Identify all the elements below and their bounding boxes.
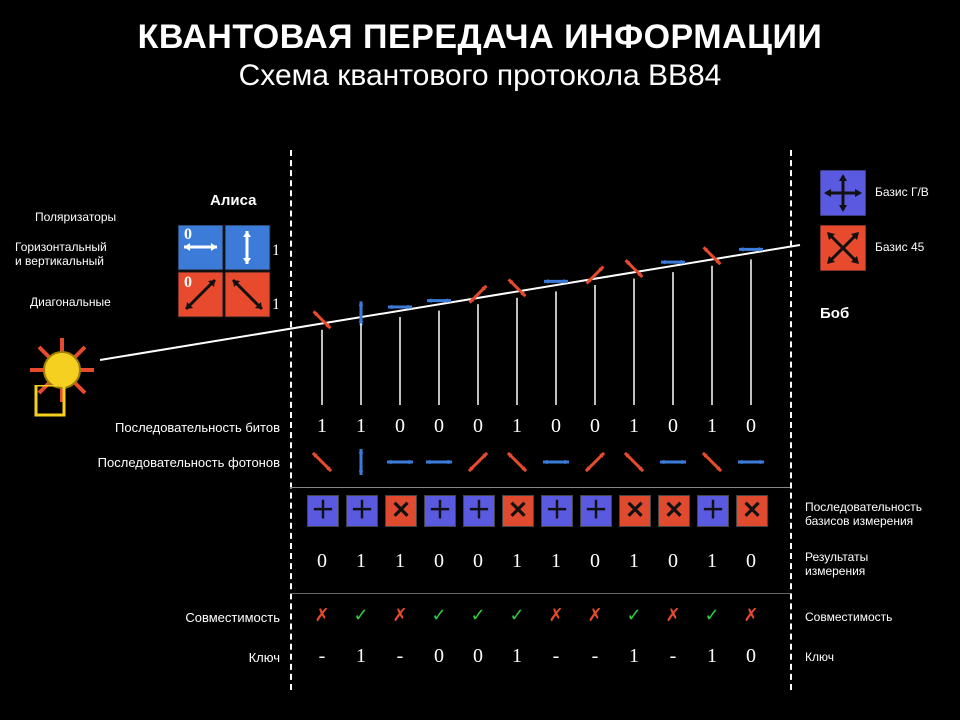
basis-box: ＋ <box>541 495 573 527</box>
compat-mark: ✓ <box>620 605 648 626</box>
basis-seq-label: Последовательность базисов измерения <box>805 500 922 528</box>
compat-left-label: Совместимость <box>140 610 280 625</box>
basis-box: ✕ <box>736 495 768 527</box>
photon-arrow-icon <box>656 445 690 479</box>
bit-cell: 0 <box>425 415 453 438</box>
basis-box: ＋ <box>697 495 729 527</box>
bit-cell: 0 <box>581 415 609 438</box>
key-cell: - <box>386 645 414 668</box>
key-cell: 1 <box>620 645 648 668</box>
compat-mark: ✓ <box>503 605 531 626</box>
diagram-canvas: Алиса Боб Поляризаторы Горизонтальный и … <box>0 130 960 720</box>
result-cell: 0 <box>659 550 687 573</box>
result-cell: 0 <box>308 550 336 573</box>
compat-mark: ✓ <box>347 605 375 626</box>
photon-arrow-icon <box>695 445 729 479</box>
basis-hv-label: Базис Г/В <box>875 185 929 199</box>
result-cell: 0 <box>737 550 765 573</box>
result-cell: 0 <box>425 550 453 573</box>
bits-seq-label: Последовательность битов <box>100 420 280 435</box>
key-cell: 0 <box>425 645 453 668</box>
basis-box: ✕ <box>502 495 534 527</box>
result-cell: 1 <box>620 550 648 573</box>
bit-cell: 1 <box>503 415 531 438</box>
bit-cell: 0 <box>386 415 414 438</box>
photon-arrow-icon <box>422 445 456 479</box>
bit-cell: 1 <box>620 415 648 438</box>
page-subtitle: Схема квантового протокола BB84 <box>0 59 960 93</box>
photons-seq-label: Последовательность фотонов <box>80 455 280 470</box>
key-cell: 1 <box>347 645 375 668</box>
bit-cell: 1 <box>308 415 336 438</box>
result-cell: 1 <box>347 550 375 573</box>
bit-cell: 1 <box>698 415 726 438</box>
photon-arrow-icon <box>617 445 651 479</box>
separator <box>290 593 790 594</box>
result-cell: 1 <box>542 550 570 573</box>
bob-basis-45-icon <box>820 225 866 271</box>
compat-mark: ✗ <box>308 605 336 626</box>
compat-mark: ✗ <box>581 605 609 626</box>
photon-arrow-icon <box>383 445 417 479</box>
key-cell: 1 <box>698 645 726 668</box>
key-right-label: Ключ <box>805 650 834 664</box>
basis-box: ✕ <box>385 495 417 527</box>
photon-arrow-icon <box>461 445 495 479</box>
key-cell: 1 <box>503 645 531 668</box>
photon-arrow-icon <box>578 445 612 479</box>
results-label: Результаты измерения <box>805 550 868 578</box>
bit-cell: 0 <box>464 415 492 438</box>
bit-cell: 0 <box>737 415 765 438</box>
basis-box: ＋ <box>424 495 456 527</box>
result-cell: 1 <box>698 550 726 573</box>
basis-box: ＋ <box>580 495 612 527</box>
key-cell: - <box>581 645 609 668</box>
separator <box>290 487 790 488</box>
result-cell: 1 <box>503 550 531 573</box>
compat-mark: ✓ <box>698 605 726 626</box>
bit-cell: 0 <box>659 415 687 438</box>
bit-cell: 1 <box>347 415 375 438</box>
compat-right-label: Совместимость <box>805 610 892 624</box>
basis-box: ＋ <box>307 495 339 527</box>
page-title: КВАНТОВАЯ ПЕРЕДАЧА ИНФОРМАЦИИ <box>0 0 960 57</box>
key-cell: 0 <box>464 645 492 668</box>
result-cell: 0 <box>464 550 492 573</box>
basis-45-label: Базис 45 <box>875 240 924 254</box>
result-cell: 0 <box>581 550 609 573</box>
key-cell: - <box>659 645 687 668</box>
basis-box: ＋ <box>463 495 495 527</box>
compat-mark: ✗ <box>386 605 414 626</box>
photon-arrow-icon <box>734 445 768 479</box>
result-cell: 1 <box>386 550 414 573</box>
key-cell: - <box>542 645 570 668</box>
key-cell: 0 <box>737 645 765 668</box>
basis-box: ✕ <box>619 495 651 527</box>
photon-beam <box>0 130 960 450</box>
key-cell: - <box>308 645 336 668</box>
compat-mark: ✓ <box>464 605 492 626</box>
bob-basis-hv-icon <box>820 170 866 216</box>
compat-mark: ✗ <box>542 605 570 626</box>
bit-cell: 0 <box>542 415 570 438</box>
photon-arrow-icon <box>344 445 378 479</box>
basis-box: ✕ <box>658 495 690 527</box>
compat-mark: ✓ <box>425 605 453 626</box>
basis-box: ＋ <box>346 495 378 527</box>
compat-mark: ✗ <box>659 605 687 626</box>
compat-mark: ✗ <box>737 605 765 626</box>
photon-arrow-icon <box>539 445 573 479</box>
photon-arrow-icon <box>500 445 534 479</box>
key-left-label: Ключ <box>200 650 280 665</box>
photon-arrow-icon <box>305 445 339 479</box>
